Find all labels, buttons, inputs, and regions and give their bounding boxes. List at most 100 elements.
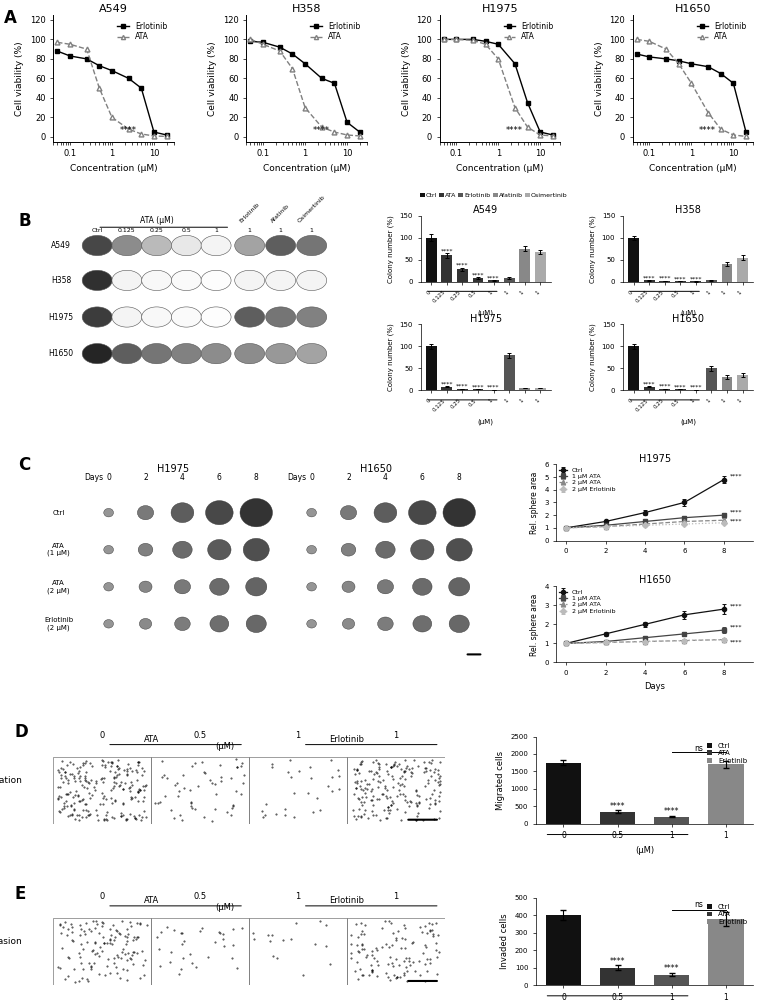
Title: H1650: H1650 (672, 314, 704, 324)
Text: ****: **** (730, 518, 742, 523)
Text: 1: 1 (295, 731, 301, 740)
Y-axis label: Colony number (%): Colony number (%) (590, 215, 596, 283)
Y-axis label: Invaded cells: Invaded cells (500, 914, 509, 969)
Circle shape (409, 501, 436, 525)
Bar (426, 346, 437, 390)
Circle shape (208, 540, 231, 560)
Circle shape (82, 235, 112, 256)
Circle shape (411, 540, 434, 560)
Text: ****: **** (643, 381, 655, 386)
Text: ****: **** (119, 126, 137, 135)
Bar (53, 918, 151, 985)
Circle shape (376, 541, 395, 558)
Circle shape (446, 538, 473, 561)
Circle shape (266, 270, 296, 291)
Circle shape (342, 618, 355, 629)
Bar (151, 918, 249, 985)
Circle shape (82, 344, 112, 364)
Text: ATA
(2 μM): ATA (2 μM) (47, 580, 70, 594)
Text: ****: **** (457, 384, 469, 389)
Circle shape (449, 578, 470, 596)
Y-axis label: Cell viability (%): Cell viability (%) (209, 41, 218, 116)
Text: E: E (14, 885, 26, 903)
Text: H1975: H1975 (49, 313, 74, 322)
Text: 8: 8 (457, 473, 462, 482)
Y-axis label: Colony number (%): Colony number (%) (590, 323, 596, 391)
Text: ATA: ATA (144, 735, 159, 744)
Bar (706, 280, 717, 282)
Text: Erlotinib: Erlotinib (330, 896, 365, 905)
Y-axis label: Colony number (%): Colony number (%) (387, 215, 394, 283)
Circle shape (297, 344, 326, 364)
Y-axis label: Migrated cells: Migrated cells (495, 751, 505, 810)
Text: 0.5: 0.5 (181, 228, 191, 233)
Circle shape (139, 543, 153, 556)
Circle shape (173, 541, 193, 558)
Circle shape (443, 498, 476, 527)
Circle shape (234, 270, 265, 291)
Circle shape (201, 307, 231, 327)
Text: ****: **** (506, 126, 523, 135)
Circle shape (307, 583, 317, 591)
Bar (519, 249, 530, 282)
Bar (721, 264, 732, 282)
Legend: Ctrl, ATA, Erlotinib, Afatinib, Osimertinib: Ctrl, ATA, Erlotinib, Afatinib, Osimerti… (417, 191, 570, 201)
X-axis label: (μM): (μM) (478, 310, 494, 316)
Circle shape (82, 270, 112, 291)
Bar (488, 280, 499, 282)
Circle shape (342, 581, 355, 592)
Text: ATA: ATA (144, 896, 159, 905)
Text: ****: **** (457, 263, 469, 268)
Text: 0: 0 (100, 892, 105, 901)
Legend: Ctrl, ATA, Erlotinib: Ctrl, ATA, Erlotinib (704, 740, 750, 766)
Circle shape (412, 578, 432, 595)
Text: ****: **** (730, 474, 742, 479)
Text: Ctrl: Ctrl (53, 510, 65, 516)
Bar (629, 346, 639, 390)
Y-axis label: Cell viability (%): Cell viability (%) (15, 41, 24, 116)
Bar (659, 389, 670, 390)
Circle shape (374, 503, 396, 523)
Bar (644, 280, 654, 282)
Text: ATA (μM): ATA (μM) (140, 216, 174, 225)
Circle shape (341, 543, 356, 556)
Text: ****: **** (730, 510, 742, 515)
Circle shape (266, 235, 296, 256)
Bar (441, 255, 452, 282)
Circle shape (209, 578, 229, 595)
Text: 1: 1 (279, 228, 282, 233)
Bar (654, 817, 689, 824)
Title: H1975: H1975 (638, 454, 671, 464)
Circle shape (103, 508, 113, 517)
Text: ****: **** (487, 385, 500, 390)
Text: B: B (18, 212, 31, 230)
Circle shape (307, 508, 317, 517)
Bar (535, 388, 546, 390)
Text: ****: **** (658, 384, 671, 389)
Y-axis label: Cell viability (%): Cell viability (%) (402, 41, 411, 116)
Circle shape (210, 616, 229, 632)
Circle shape (246, 615, 266, 633)
Text: H1650: H1650 (49, 349, 74, 358)
Bar (721, 377, 732, 390)
Text: 2: 2 (143, 473, 148, 482)
Bar (706, 368, 717, 390)
Text: 1: 1 (310, 228, 314, 233)
Text: Erlotinib: Erlotinib (330, 735, 365, 744)
X-axis label: (μM): (μM) (680, 310, 696, 316)
Circle shape (138, 506, 154, 520)
Circle shape (307, 620, 317, 628)
Text: A: A (5, 9, 18, 27)
Text: 0: 0 (309, 473, 314, 482)
Text: ****: **** (699, 126, 716, 135)
Text: Afatinib: Afatinib (270, 203, 291, 224)
Bar (629, 238, 639, 282)
Bar (504, 278, 514, 282)
Text: 0.25: 0.25 (150, 228, 164, 233)
Text: 0.125: 0.125 (118, 228, 135, 233)
Text: ****: **** (441, 381, 454, 386)
Circle shape (240, 498, 272, 527)
Circle shape (201, 344, 231, 364)
Circle shape (103, 545, 113, 554)
X-axis label: (μM): (μM) (635, 846, 654, 855)
